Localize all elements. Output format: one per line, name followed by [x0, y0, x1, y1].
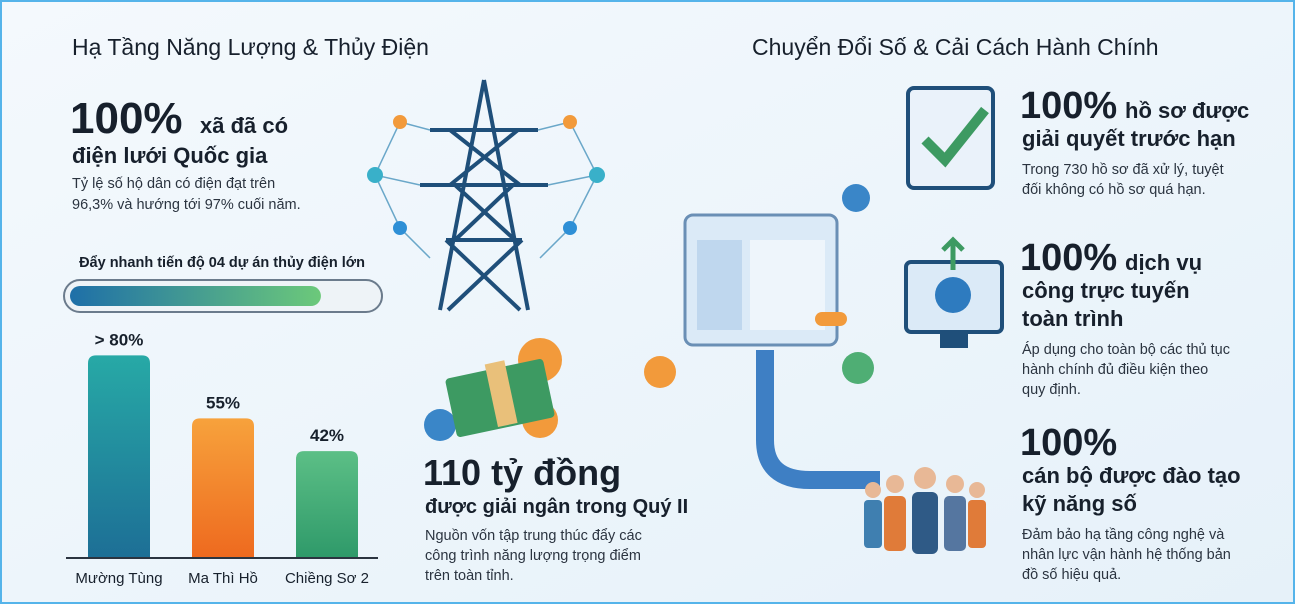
- description: Đảm bảo hạ tầng công nghệ và: [1022, 527, 1225, 543]
- progress-fill: [70, 286, 321, 306]
- bar: [296, 451, 358, 557]
- description: Tỷ lệ số hộ dân có điện đạt trên: [72, 176, 275, 192]
- headline-text: cán bộ được đào tạo: [1022, 463, 1241, 488]
- value-label: 42%: [310, 426, 344, 445]
- infographic: Hạ Tầng Năng Lượng & Thủy Điện Chuyển Đổ…: [0, 0, 1295, 604]
- headline-text: điện lưới Quốc gia: [72, 143, 268, 168]
- description: quy định.: [1022, 382, 1081, 398]
- description: đồ số hiệu quả.: [1022, 567, 1121, 583]
- description: đối không có hồ sơ quá hạn.: [1022, 182, 1206, 198]
- headline-text: hồ sơ được: [1125, 98, 1249, 123]
- headline-text: công trực tuyến: [1022, 278, 1190, 303]
- category-label: Mường Tùng: [75, 570, 162, 587]
- section-title: Chuyển Đổi Số & Cải Cách Hành Chính: [752, 34, 1159, 60]
- headline-text: giải quyết trước hạn: [1022, 126, 1236, 151]
- progress-label: Đẩy nhanh tiến độ 04 dự án thủy điện lớn: [79, 255, 365, 271]
- description: Áp dụng cho toàn bộ các thủ tục: [1022, 341, 1230, 358]
- bar: [192, 418, 254, 557]
- description: Nguồn vốn tập trung thúc đẩy các: [425, 528, 642, 544]
- description: trên toàn tỉnh.: [425, 568, 514, 584]
- headline-text: toàn trình: [1022, 306, 1123, 331]
- description: hành chính đủ điều kiện theo: [1022, 362, 1208, 378]
- description: 96,3% và hướng tới 97% cuối năm.: [72, 197, 301, 213]
- headline-text: kỹ năng số: [1022, 491, 1137, 516]
- value-label: 55%: [206, 393, 240, 412]
- bar: [88, 355, 150, 557]
- headline-text: dịch vụ: [1125, 250, 1202, 275]
- section-title: Hạ Tầng Năng Lượng & Thủy Điện: [72, 34, 429, 60]
- description: nhân lực vận hành hệ thống bản: [1022, 547, 1231, 563]
- description: công trình năng lượng trọng điểm: [425, 548, 641, 564]
- headline-text: xã đã có: [200, 113, 288, 138]
- headline: 100%: [1020, 422, 1117, 464]
- document-icon: [908, 88, 993, 188]
- category-label: Ma Thì Hồ: [188, 570, 258, 587]
- value-label: > 80%: [95, 330, 144, 349]
- headline: 100%: [1020, 85, 1117, 127]
- headline-text: được giải ngân trong Quý II: [425, 496, 688, 518]
- category-label: Chiềng Sơ 2: [285, 570, 369, 587]
- headline: 100%: [70, 94, 183, 143]
- headline: 110 tỷ đồng: [423, 452, 621, 493]
- description: Trong 730 hồ sơ đã xử lý, tuyệt: [1022, 162, 1224, 178]
- headline: 100%: [1020, 237, 1117, 279]
